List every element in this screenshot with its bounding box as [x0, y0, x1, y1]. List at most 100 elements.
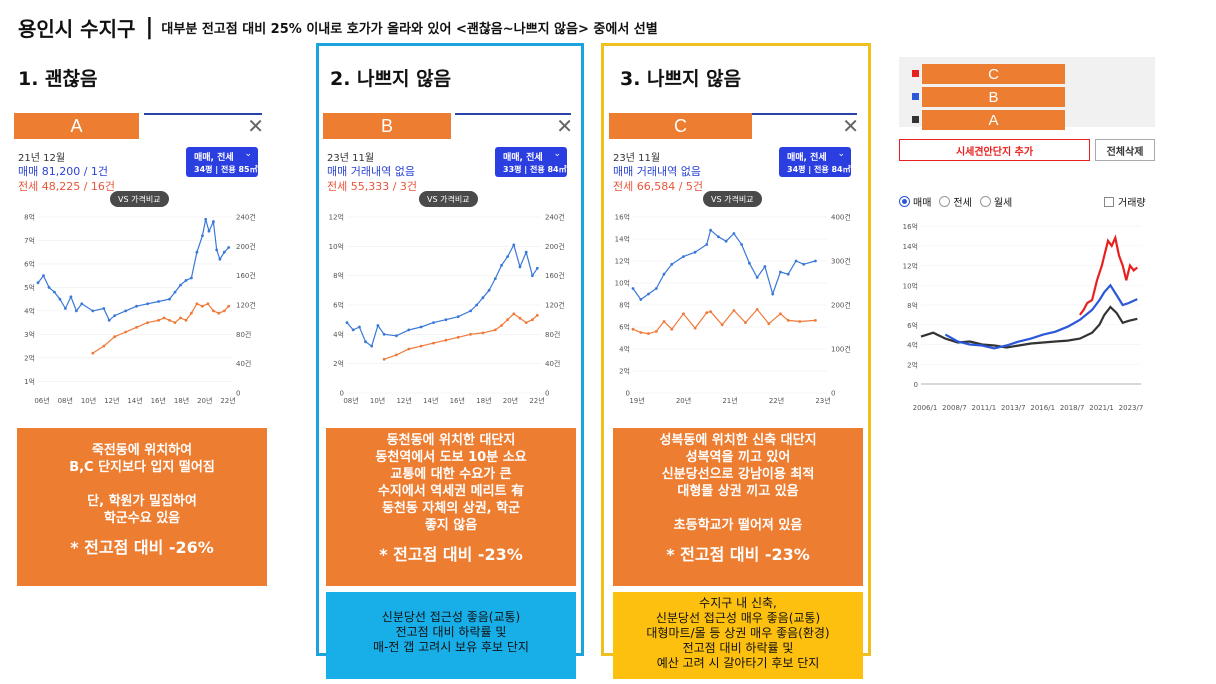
sale-price-line: [632, 229, 816, 301]
price-point: [717, 235, 720, 239]
legend-label-c[interactable]: C: [922, 64, 1065, 84]
checkbox[interactable]: [1104, 196, 1114, 207]
price-point: [670, 262, 674, 266]
price-point: [724, 239, 728, 243]
radio-monthly[interactable]: [979, 196, 991, 207]
card-date: 23년 11월: [327, 153, 375, 164]
vs-compare-button[interactable]: VS 가격비교: [419, 191, 478, 207]
y-tick-label: 16억: [615, 214, 630, 222]
y2-tick-label: 120건: [545, 301, 565, 310]
x-tick-label: 21년: [722, 396, 737, 405]
legend-item-b[interactable]: [912, 93, 923, 100]
price-point: [382, 332, 386, 336]
card-rent-price: 전세 55,333 / 3건: [327, 180, 418, 193]
description-line: [613, 500, 863, 517]
price-point: [705, 311, 709, 315]
delete-all-button[interactable]: 전체삭제: [1095, 139, 1155, 161]
description-line: 초등학교가 떨어져 있음: [673, 518, 803, 533]
price-point: [535, 313, 539, 317]
volume-checkbox[interactable]: 거래량: [1104, 194, 1146, 209]
rent-price-line: [92, 303, 230, 354]
y2-tick-label: 80건: [545, 330, 560, 339]
radio-sale[interactable]: [899, 196, 910, 207]
price-point: [201, 304, 204, 308]
summary-c: 수지구 내 신축, 신분당선 접근성 매우 좋음(교통) 대형마트/몰 등 상권…: [613, 592, 863, 679]
price-point: [376, 324, 380, 327]
legend-item-a[interactable]: [912, 116, 923, 123]
radio-jeonse[interactable]: [939, 196, 951, 207]
close-icon[interactable]: ✕: [247, 114, 264, 138]
vs-compare-button[interactable]: VS 가격비교: [110, 191, 169, 207]
price-point: [786, 272, 790, 276]
x-tick-label: 08년: [343, 396, 358, 405]
card-sale-price: 매매 81,200 / 1건: [18, 165, 109, 178]
price-point: [227, 246, 231, 249]
price-point: [179, 316, 182, 320]
y-tick-label: 1억: [24, 378, 35, 386]
y2-tick-label: 400건: [831, 213, 851, 222]
price-point: [419, 344, 423, 348]
legend-swatch: [912, 70, 919, 77]
card-rent-price: 전세 48,225 / 16건: [18, 180, 116, 193]
checkbox-label: 거래량: [1118, 198, 1146, 209]
price-point: [779, 312, 782, 316]
card-label: B: [323, 113, 451, 139]
price-point: [222, 250, 226, 254]
price-point: [682, 255, 685, 258]
price-point: [709, 228, 712, 232]
price-point: [201, 234, 204, 238]
x-tick-label: 20년: [197, 396, 212, 405]
section-heading-a: 1. 괜찮음: [18, 68, 98, 90]
card-header: A ✕: [14, 113, 266, 141]
y-tick-label: 4억: [619, 346, 630, 354]
summary-line: 수지구 내 신축,: [699, 596, 777, 610]
x-tick-label: 20년: [503, 396, 518, 405]
vs-compare-button[interactable]: VS 가격비교: [703, 191, 762, 207]
tab-underline: [752, 113, 857, 115]
description-line: 동천동 자체의 상권, 학군: [381, 501, 521, 516]
price-point: [146, 302, 150, 306]
close-icon[interactable]: ✕: [556, 114, 573, 138]
y-tick-label: 12억: [615, 258, 630, 266]
x-tick-label: 22년: [769, 396, 784, 405]
type-selector[interactable]: 매매, 전세 ⌄ 34평 | 전용 84㎡: [779, 147, 851, 177]
type-selector[interactable]: 매매, 전세 ⌄ 33평 | 전용 84㎡: [495, 147, 567, 177]
x-tick-label: 18년: [476, 396, 491, 405]
y-tick-label: 2억: [619, 368, 630, 376]
price-point: [705, 243, 709, 246]
price-point: [432, 341, 435, 345]
price-point: [64, 307, 67, 310]
series-line-c: [1079, 234, 1138, 316]
tab-underline: [455, 113, 571, 115]
description-line: 좋지 않음: [424, 518, 478, 533]
compare-chart: 0 2억 4억 6억 8억 10억 12억 14억 16억 2006/1 2008/7 2011/1 2…: [903, 223, 1144, 412]
radio-label: 매매: [913, 198, 932, 209]
price-point: [500, 264, 503, 267]
legend-item-c[interactable]: [912, 70, 923, 77]
price-point: [42, 274, 45, 278]
price-point: [58, 297, 62, 301]
price-point: [755, 308, 759, 311]
add-complex-button[interactable]: 시세견안단지 추가: [899, 139, 1090, 161]
description-line: 대형몰 상권 끼고 있음: [677, 484, 799, 499]
legend-label-a[interactable]: A: [922, 110, 1065, 130]
price-point: [518, 316, 522, 320]
card-label: A: [14, 113, 139, 139]
size-label: 34평 | 전용 84㎡: [787, 165, 851, 174]
legend-label-b[interactable]: B: [922, 87, 1065, 107]
price-point: [195, 250, 199, 254]
description-line: 동천역에서 도보 10분 소요: [375, 450, 527, 465]
price-point: [779, 270, 782, 274]
price-point: [184, 318, 188, 322]
description-line: 죽전동에 위치하여: [91, 443, 193, 458]
legend-swatch: [912, 93, 919, 100]
y-tick-label: 6억: [333, 302, 344, 310]
price-point: [802, 262, 806, 266]
y-tick-label: 8억: [619, 302, 630, 310]
price-point: [744, 321, 747, 324]
close-icon[interactable]: ✕: [842, 114, 859, 138]
radio-label: 전세: [953, 198, 972, 209]
type-selector[interactable]: 매매, 전세 ⌄ 34평 | 전용 85㎡: [186, 147, 258, 177]
price-point: [36, 281, 40, 285]
price-point: [351, 328, 355, 332]
